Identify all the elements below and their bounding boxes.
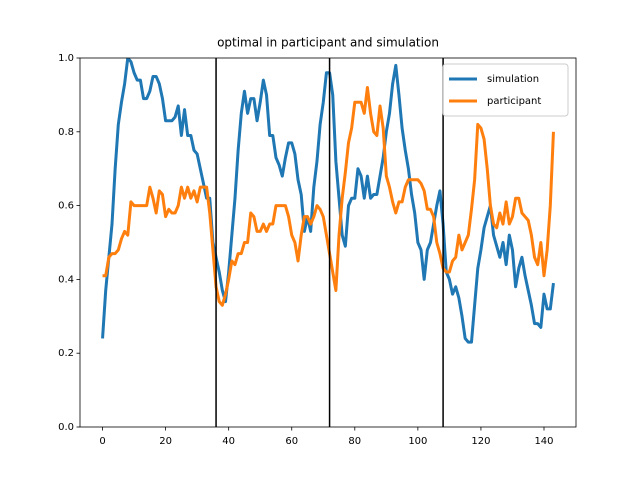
y-tick-label: 0.2 xyxy=(58,348,74,359)
x-tick-label: 60 xyxy=(285,436,298,447)
x-tick-label: 100 xyxy=(408,436,427,447)
x-tick-label: 120 xyxy=(471,436,490,447)
y-tick-label: 0.6 xyxy=(58,201,74,212)
x-tick-label: 20 xyxy=(159,436,172,447)
chart-title: optimal in participant and simulation xyxy=(217,36,439,50)
x-tick-label: 80 xyxy=(348,436,361,447)
y-tick-label: 0.0 xyxy=(58,422,74,433)
x-tick-label: 40 xyxy=(222,436,235,447)
legend-label: participant xyxy=(487,96,541,107)
y-tick-label: 0.8 xyxy=(58,127,74,138)
legend-box xyxy=(442,63,569,117)
legend-label: simulation xyxy=(487,74,539,85)
line-series xyxy=(102,86,555,307)
y-tick-label: 0.4 xyxy=(58,274,74,285)
line-series xyxy=(101,58,555,344)
x-tick-label: 140 xyxy=(534,436,553,447)
axes-frame xyxy=(79,57,577,428)
y-tick-label: 1.0 xyxy=(58,53,74,64)
x-tick-label: 0 xyxy=(99,436,105,447)
